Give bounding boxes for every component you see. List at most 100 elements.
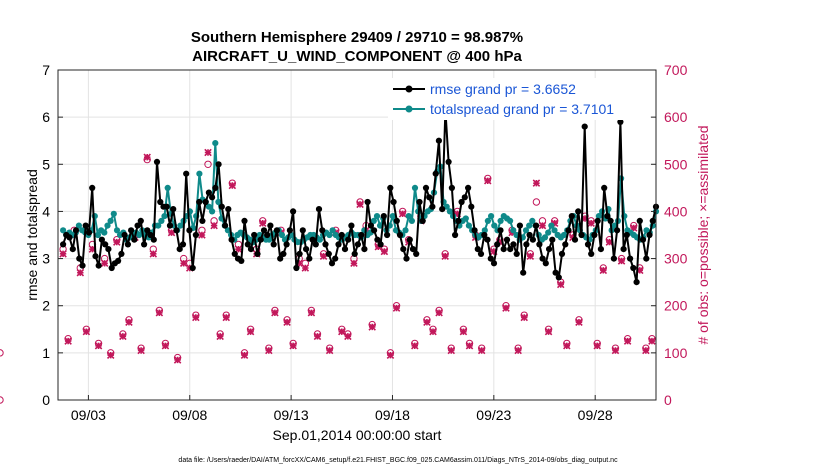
- series-point-rmse: [199, 217, 206, 224]
- series-point-rmse: [497, 227, 504, 234]
- series-point-rmse: [354, 241, 361, 248]
- series-point-rmse: [513, 250, 520, 257]
- series-point-rmse: [403, 255, 410, 262]
- obs-assimilated-point: [289, 342, 297, 350]
- obs-assimilated-point: [368, 323, 376, 331]
- series-point-totalspread: [595, 213, 603, 220]
- y2-axis-ticks: 0 100 200 300 400 500 600 700: [651, 62, 688, 408]
- series-point-rmse: [186, 227, 193, 234]
- series-point-totalspread: [101, 229, 108, 236]
- series-point-rmse: [581, 123, 588, 130]
- series-point-rmse: [66, 234, 73, 241]
- series-point-rmse: [238, 257, 245, 264]
- series-point-rmse: [163, 203, 170, 210]
- series-point-rmse: [400, 246, 407, 253]
- series-point-rmse: [128, 227, 135, 234]
- series-point-rmse: [322, 241, 329, 248]
- series-point-rmse: [270, 241, 277, 248]
- obs-assimilated-point: [179, 259, 188, 268]
- series-point-rmse: [507, 246, 514, 253]
- obs-assimilated-point: [593, 342, 601, 350]
- series-point-totalspread: [266, 236, 273, 243]
- series-point-rmse: [533, 222, 540, 229]
- series-point-rmse: [555, 274, 562, 281]
- series-point-rmse: [137, 217, 144, 224]
- series-point-rmse: [303, 246, 310, 253]
- y2-tick-label: 500: [664, 156, 688, 172]
- series-point-rmse: [218, 203, 225, 210]
- obs-assimilated-point: [532, 179, 541, 187]
- obs-assimilated-point: [617, 257, 626, 265]
- series-point-rmse: [215, 161, 222, 168]
- series-point-rmse: [630, 264, 637, 272]
- obs-assimilated-point: [82, 327, 91, 336]
- series-point-rmse: [584, 241, 592, 248]
- series-point-rmse: [422, 184, 430, 191]
- series-point-totalspread: [488, 213, 495, 220]
- y-tick-label: 6: [42, 109, 50, 125]
- series-point-rmse: [196, 198, 203, 206]
- series-point-rmse: [384, 231, 391, 239]
- series-point-rmse: [358, 231, 365, 239]
- series-point-rmse: [432, 170, 439, 177]
- series-point-rmse: [124, 241, 131, 248]
- series-point-totalspread: [94, 231, 101, 239]
- series-point-rmse: [588, 250, 595, 257]
- obs-assimilated-point: [76, 268, 85, 277]
- series-point-rmse: [477, 250, 485, 257]
- data-file-footer: data file: /Users/raeder/DAI/ATM_forcXX/…: [178, 457, 618, 464]
- obs-assimilated-point: [295, 259, 303, 268]
- x-axis-ticks: 09/03 09/08 09/13 09/18 09/23 09/28: [71, 395, 613, 423]
- series-point-rmse: [290, 208, 297, 215]
- obs-assimilated-point: [563, 342, 571, 350]
- obs-assimilated-point: [161, 342, 170, 350]
- obs-assimilated-point: [307, 309, 316, 317]
- obs-assimilated-point: [526, 252, 535, 260]
- obs-assimilated-point: [441, 252, 449, 260]
- series-point-rmse: [465, 184, 472, 191]
- series-point-totalspread: [529, 217, 536, 224]
- series-point-rmse: [374, 236, 381, 243]
- series-point-rmse: [241, 217, 248, 224]
- obs-assimilated-point: [629, 224, 638, 232]
- series-point-rmse: [76, 255, 83, 262]
- y2-tick-label: 0: [664, 392, 672, 408]
- series-point-totalspread: [164, 184, 171, 191]
- obs-assimilated-point: [611, 346, 620, 355]
- obs-assimilated-point: [423, 318, 431, 326]
- obs-assimilated-point: [380, 247, 389, 256]
- series-point-rmse: [500, 246, 507, 253]
- series-point-totalspread: [110, 210, 117, 217]
- series-point-rmse: [108, 264, 115, 272]
- series-point-rmse: [212, 184, 219, 191]
- series-point-rmse: [523, 241, 530, 248]
- series-point-rmse: [222, 222, 229, 229]
- series-point-rmse: [604, 213, 611, 220]
- series-point-totalspread: [402, 227, 409, 234]
- series-point-rmse: [131, 236, 138, 243]
- series-point-rmse: [231, 250, 238, 257]
- obs-assimilated-point: [477, 346, 486, 355]
- obs-assimilated-point: [453, 210, 462, 218]
- obs-assimilated-point: [64, 337, 72, 345]
- series-point-rmse: [118, 250, 125, 257]
- series-point-rmse: [380, 213, 387, 220]
- series-point-rmse: [406, 236, 413, 243]
- series-point-rmse: [332, 255, 339, 262]
- obs-assimilated-point: [435, 309, 443, 317]
- series-point-rmse: [95, 262, 102, 269]
- obs-assimilated-point: [483, 177, 492, 185]
- series-point-totalspread: [491, 222, 498, 229]
- series-point-totalspread: [560, 231, 568, 239]
- series-point-rmse: [69, 246, 76, 253]
- obs-assimilated-point: [465, 342, 474, 350]
- series-point-rmse: [183, 170, 190, 177]
- obs-assimilated-point: [137, 346, 145, 355]
- obs-assimilated-point: [569, 233, 577, 242]
- y-tick-label: 5: [42, 156, 50, 172]
- series-point-totalspread: [104, 222, 111, 229]
- obs-assimilated-point: [125, 318, 133, 326]
- series-point-rmse: [474, 246, 481, 253]
- obs-assimilated-point: [113, 238, 121, 246]
- obs-assimilated-point: [240, 351, 249, 359]
